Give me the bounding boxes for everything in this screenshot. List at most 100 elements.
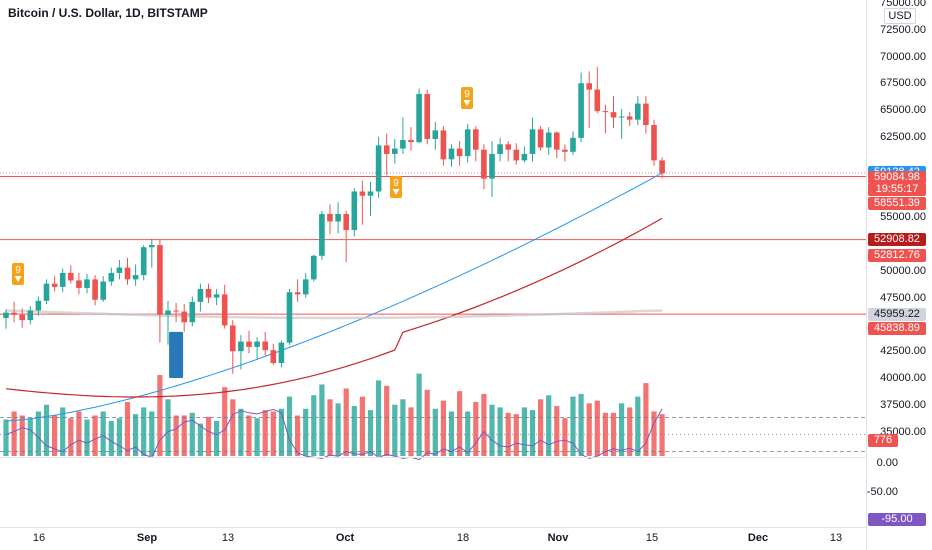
candle-body	[432, 130, 439, 139]
price-tick-label: 67500.00	[880, 77, 926, 89]
candle-body	[246, 341, 252, 347]
price-tick-label: 42500.00	[880, 345, 926, 357]
volume-bar	[481, 393, 487, 456]
volume-bar	[230, 399, 236, 456]
volume-bar	[554, 406, 560, 456]
candle-body	[335, 213, 341, 222]
price-tag: 45838.89	[868, 322, 926, 336]
td-marker	[390, 176, 402, 198]
candle-body	[529, 129, 536, 154]
candle-body	[149, 245, 155, 248]
ma-fast-line	[5, 172, 663, 422]
candle-body	[537, 129, 544, 148]
volume-bar	[149, 411, 155, 456]
volume-bar	[335, 403, 341, 456]
volume-bar	[205, 416, 212, 456]
ma-long-line	[5, 309, 663, 320]
candle-body	[554, 132, 560, 150]
candle-body	[189, 301, 196, 323]
candle-body	[165, 310, 171, 315]
td-marker-label: 9	[464, 89, 470, 100]
time-tick-label: Sep	[136, 532, 158, 544]
candle-body	[84, 279, 90, 288]
volume-bar	[473, 402, 479, 456]
volume-bar	[286, 396, 293, 456]
volume-bar	[327, 399, 333, 456]
volume-bar	[108, 420, 114, 456]
volume-bar	[359, 396, 365, 456]
volume-bar	[165, 399, 171, 456]
ma-slow-line	[5, 217, 663, 398]
candle-body	[140, 247, 147, 276]
price-tag: 776	[868, 434, 898, 447]
volume-bar	[440, 400, 446, 456]
candle-body	[610, 112, 617, 118]
volume-bar	[319, 384, 325, 456]
candle-body	[197, 289, 204, 302]
candle-body	[383, 145, 390, 154]
volume-bar	[351, 406, 357, 456]
candle-body	[367, 191, 374, 196]
price-tag: 52812.76	[868, 249, 926, 263]
candle-body	[359, 191, 366, 196]
candle-body	[108, 272, 115, 282]
price-tag: 52908.82	[868, 233, 926, 247]
volume-bar	[254, 418, 260, 456]
candle-body	[618, 116, 625, 118]
volume-bar	[643, 383, 649, 456]
price-tag: 58551.39	[868, 196, 926, 210]
candle-body	[489, 153, 495, 179]
candle-body	[221, 294, 228, 326]
volume-bar	[570, 396, 576, 456]
currency-button[interactable]: USD	[884, 8, 916, 24]
candle-body	[262, 341, 268, 351]
volume-bar	[513, 414, 519, 456]
candle-body	[464, 129, 471, 157]
volume-bar	[432, 408, 438, 456]
volume-bar	[465, 411, 471, 456]
price-tick-label: 72500.00	[880, 24, 926, 36]
candle-body	[416, 93, 422, 143]
volume-bar	[538, 399, 544, 456]
candle-body	[294, 292, 301, 295]
candle-body	[562, 149, 568, 152]
candle-body	[578, 83, 584, 138]
chart-plot[interactable]: 9 9 9	[0, 0, 866, 550]
td-marker-label: 9	[393, 178, 399, 189]
candle-body	[157, 245, 163, 315]
volume-bar	[197, 423, 203, 456]
volume-bar	[35, 411, 41, 456]
volume-bar	[448, 411, 455, 456]
candle-body	[213, 294, 220, 298]
candle-body	[448, 148, 455, 160]
volume-bar	[181, 415, 187, 456]
volume-bar	[408, 407, 414, 456]
candle-body	[497, 144, 503, 154]
volume-bar	[651, 411, 657, 456]
rsi-tick-label: -50.00	[866, 486, 898, 498]
volume-bar	[619, 403, 625, 456]
price-tick-label: 47500.00	[880, 292, 926, 304]
candle-body	[626, 116, 633, 120]
volume-bar	[76, 411, 82, 456]
candle-body	[400, 140, 406, 149]
volume-bar	[214, 420, 220, 456]
candle-body	[173, 310, 179, 312]
volume-bar	[562, 418, 568, 456]
price-tick-label: 65000.00	[880, 104, 926, 116]
candle-body	[651, 125, 657, 161]
volume-bar	[602, 412, 608, 456]
volume-bar	[303, 408, 309, 456]
price-axis-divider	[866, 0, 867, 550]
volume-bar	[521, 407, 527, 456]
volume-bar	[295, 415, 301, 456]
volume-bar	[157, 375, 163, 456]
volume-bar	[578, 393, 584, 456]
volume-bar	[262, 410, 268, 456]
volume-bar	[27, 418, 33, 456]
candle-body	[643, 103, 649, 126]
candle-body	[205, 289, 212, 298]
candle-body	[521, 153, 528, 161]
price-tick-label: 75000.00	[880, 0, 926, 9]
volume-bar	[52, 415, 58, 456]
